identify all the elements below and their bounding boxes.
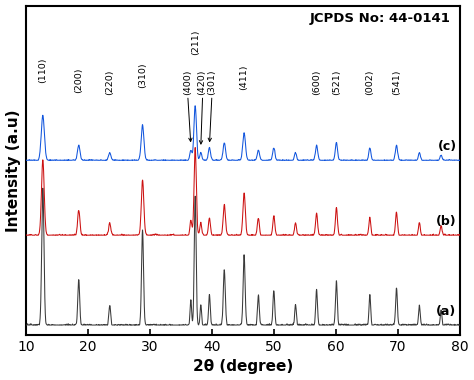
Text: (110): (110): [38, 57, 47, 83]
Text: (541): (541): [392, 70, 401, 95]
Text: (420): (420): [198, 70, 207, 95]
Text: (411): (411): [240, 65, 248, 90]
Text: (310): (310): [138, 62, 147, 88]
Text: (521): (521): [332, 70, 341, 95]
X-axis label: 2θ (degree): 2θ (degree): [193, 359, 293, 374]
Text: (400): (400): [182, 70, 191, 95]
Y-axis label: Intensity (a.u): Intensity (a.u): [6, 109, 20, 231]
Text: (b): (b): [436, 215, 456, 228]
Text: (a): (a): [436, 304, 456, 318]
Text: (200): (200): [74, 67, 83, 93]
Text: (600): (600): [312, 70, 321, 95]
Text: (002): (002): [365, 70, 374, 95]
Text: (301): (301): [207, 70, 216, 95]
Text: (220): (220): [105, 70, 114, 95]
Text: (211): (211): [191, 30, 200, 55]
Text: (c): (c): [438, 140, 456, 153]
Text: JCPDS No: 44-0141: JCPDS No: 44-0141: [310, 12, 451, 25]
